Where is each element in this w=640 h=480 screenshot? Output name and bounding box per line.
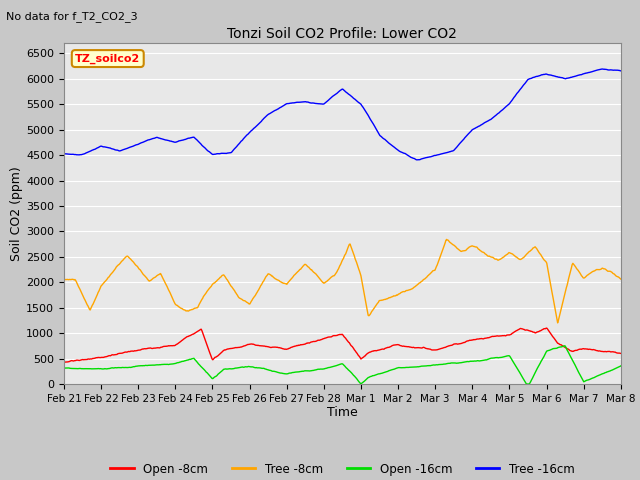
Text: No data for f_T2_CO2_3: No data for f_T2_CO2_3 xyxy=(6,11,138,22)
Legend: Open -8cm, Tree -8cm, Open -16cm, Tree -16cm: Open -8cm, Tree -8cm, Open -16cm, Tree -… xyxy=(106,458,579,480)
Title: Tonzi Soil CO2 Profile: Lower CO2: Tonzi Soil CO2 Profile: Lower CO2 xyxy=(227,27,458,41)
Text: TZ_soilco2: TZ_soilco2 xyxy=(75,53,140,64)
X-axis label: Time: Time xyxy=(327,407,358,420)
Y-axis label: Soil CO2 (ppm): Soil CO2 (ppm) xyxy=(10,166,24,261)
